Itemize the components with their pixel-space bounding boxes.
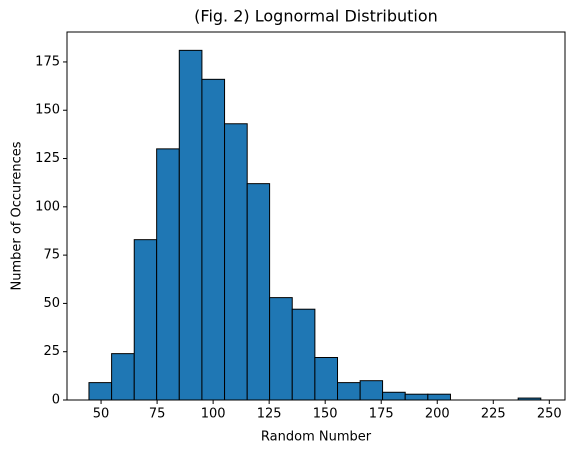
x-tick-label: 75 [149,407,166,422]
plot-frame [66,31,566,401]
bar [382,391,406,401]
bar [111,353,135,401]
y-axis-label: Number of Occurences [10,141,25,290]
x-tick-label: 125 [257,407,282,422]
y-tick-label: 25 [43,344,60,359]
bar [156,148,180,401]
bar [178,49,203,401]
chart-title: (Fig. 2) Lognormal Distribution [194,7,438,26]
y-tick-label: 0 [52,393,60,408]
bar [337,382,361,401]
x-tick-label: 50 [93,407,110,422]
y-tick-label: 125 [35,151,60,166]
bar [359,380,384,401]
x-tick-label: 250 [537,407,562,422]
bar [314,357,339,401]
bar [246,183,271,401]
bar [133,239,158,401]
y-tick-label: 50 [43,296,60,311]
y-tick-label: 100 [35,199,60,214]
bar [291,308,316,401]
bar [269,297,293,401]
y-tick-label: 175 [35,54,60,69]
bar [427,393,451,401]
x-axis-label: Random Number [261,430,372,445]
bar [88,382,113,401]
x-tick-label: 225 [481,407,506,422]
x-tick-label: 150 [313,407,338,422]
bar [404,393,429,401]
y-tick-label: 150 [35,103,60,118]
x-tick-label: 200 [425,407,450,422]
x-tick-label: 175 [369,407,394,422]
y-tick-label: 75 [43,248,60,263]
x-tick-label: 100 [201,407,226,422]
bar [224,123,248,401]
bar [201,78,226,401]
